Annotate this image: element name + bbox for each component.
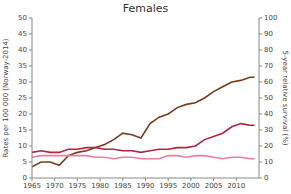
svg-text:1995: 1995 [159,182,177,190]
svg-text:50: 50 [18,14,27,22]
svg-text:2010: 2010 [227,182,245,190]
svg-text:5: 5 [23,158,27,166]
svg-text:25: 25 [18,94,27,102]
svg-text:1980: 1980 [91,182,109,190]
svg-text:60: 60 [264,78,273,86]
svg-text:35: 35 [18,62,27,70]
svg-text:Rates per 100 000 (Norway-2014: Rates per 100 000 (Norway-2014) [8,38,10,157]
svg-text:1990: 1990 [137,182,155,190]
svg-text:20: 20 [264,142,273,150]
svg-text:2000: 2000 [182,182,200,190]
svg-text:1985: 1985 [114,182,132,190]
svg-text:10: 10 [18,142,27,150]
svg-text:30: 30 [264,126,273,134]
svg-text:1965: 1965 [23,182,41,190]
svg-text:90: 90 [264,30,273,38]
svg-text:20: 20 [18,110,27,118]
svg-text:50: 50 [264,94,273,102]
svg-text:30: 30 [18,78,27,86]
svg-text:5-year relative survival (%): 5-year relative survival (%) [281,50,283,145]
svg-text:0: 0 [23,174,27,182]
svg-text:80: 80 [264,46,273,54]
svg-text:70: 70 [264,62,273,70]
html-text:Females: Females [122,2,169,15]
svg-text:45: 45 [18,30,27,38]
svg-text:1970: 1970 [46,182,64,190]
svg-text:10: 10 [264,158,273,166]
svg-text:40: 40 [18,46,27,54]
svg-text:0: 0 [264,174,268,182]
svg-text:1975: 1975 [68,182,86,190]
svg-text:100: 100 [264,14,277,22]
svg-text:40: 40 [264,110,273,118]
svg-text:15: 15 [18,126,27,134]
svg-text:2005: 2005 [205,182,223,190]
